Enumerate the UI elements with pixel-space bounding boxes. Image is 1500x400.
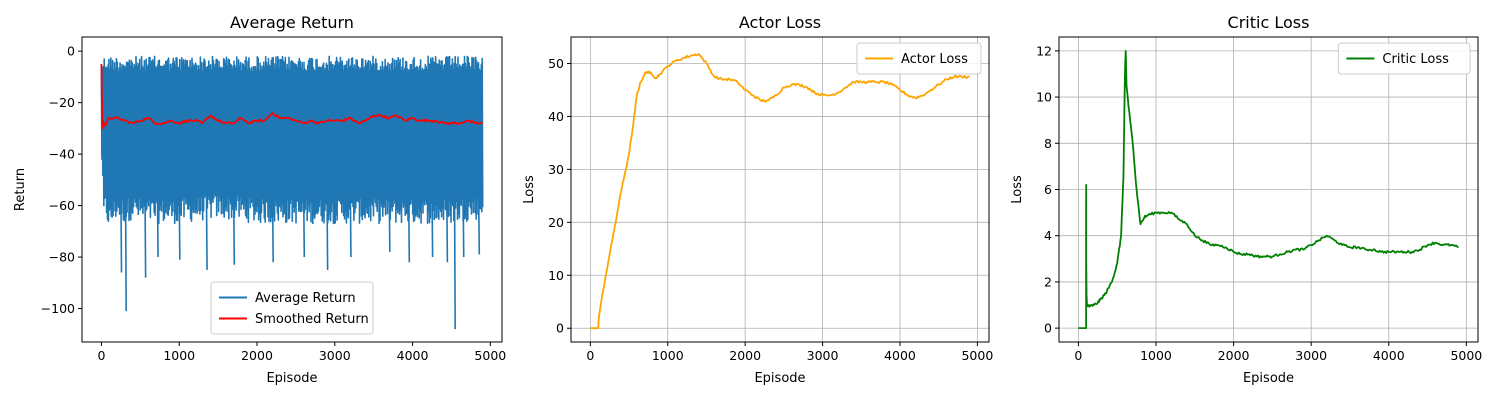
x-tick-label: 4000 [1373, 348, 1405, 363]
y-axis-label: Loss [522, 175, 537, 204]
chart-title: Average Return [230, 13, 354, 32]
legend-label: Smoothed Return [255, 312, 369, 327]
x-tick-label: 1000 [163, 348, 195, 363]
legend-label: Average Return [255, 291, 356, 306]
legend-label: Actor Loss [901, 52, 968, 67]
axes-frame [570, 36, 990, 343]
x-tick-label: 3000 [319, 348, 351, 363]
y-tick-label: 50 [548, 56, 564, 71]
x-axis-label: Episode [754, 371, 805, 386]
average-return-panel: 0 1000 2000 3000 4000 5000 0 −20 −40 −60 −80 −100 Av… [13, 13, 506, 386]
return-spike [445, 192, 449, 263]
y-axis-label: Return [13, 168, 28, 211]
critic-loss-panel: 0 1000 2000 3000 4000 5000 0 2 4 6 8 10 12 Critic Los… [1010, 13, 1482, 386]
return-spike [120, 192, 123, 273]
x-tick-label: 3000 [1295, 348, 1327, 363]
legend-label: Critic Loss [1382, 52, 1449, 67]
x-tick-label: 0 [97, 348, 105, 363]
y-tick-label: 0 [556, 321, 564, 336]
return-spike [302, 192, 306, 258]
y-tick-label: 10 [548, 268, 564, 283]
x-tick-label: 2000 [729, 348, 761, 363]
series-line-critic-loss [1078, 50, 1459, 329]
return-spike [144, 192, 147, 278]
y-tick-label: 10 [1036, 90, 1052, 105]
y-tick-label: 4 [1044, 228, 1052, 243]
return-spike [407, 192, 411, 263]
return-spike [431, 192, 434, 258]
x-tick-label: 3000 [807, 348, 839, 363]
y-tick-label: 8 [1044, 136, 1052, 151]
series-line-smoothed-return [100, 63, 483, 130]
return-spike [462, 192, 465, 258]
y-tick-label: 0 [1044, 321, 1052, 336]
y-tick-label: 12 [1036, 43, 1052, 58]
x-tick-label: 0 [586, 348, 594, 363]
return-spike [156, 192, 159, 258]
x-tick-label: 2000 [1218, 348, 1250, 363]
return-spike [232, 192, 236, 265]
return-spike [178, 192, 181, 260]
return-spike [205, 192, 208, 270]
return-spike [453, 192, 456, 330]
y-tick-label: 0 [67, 44, 75, 59]
return-spike [388, 192, 391, 252]
y-tick-label: −60 [49, 198, 75, 213]
x-tick-label: 1000 [652, 348, 684, 363]
y-tick-label: −20 [49, 95, 75, 110]
x-tick-label: 4000 [397, 348, 429, 363]
return-spike [477, 192, 481, 255]
return-spike [349, 192, 352, 258]
y-tick-label: 2 [1044, 274, 1052, 289]
x-tick-label: 0 [1074, 348, 1082, 363]
return-spike [271, 192, 274, 263]
y-tick-label: 40 [548, 109, 564, 124]
y-tick-label: −80 [49, 250, 75, 265]
x-tick-label: 2000 [241, 348, 273, 363]
x-tick-label: 5000 [1450, 348, 1482, 363]
chart-title: Actor Loss [739, 13, 821, 32]
legend: Average Return Smoothed Return [210, 281, 374, 335]
series-line-actor-loss [590, 53, 970, 330]
legend: Actor Loss [856, 42, 982, 75]
legend: Critic Loss [1337, 42, 1471, 75]
x-axis-label: Episode [1243, 371, 1294, 386]
y-tick-label: −40 [49, 147, 75, 162]
series-line-average-return [100, 55, 484, 225]
chart-title: Critic Loss [1228, 13, 1310, 32]
y-tick-label: 20 [548, 215, 564, 230]
y-tick-label: 6 [1044, 182, 1052, 197]
x-tick-label: 5000 [961, 348, 993, 363]
axes-frame [81, 36, 503, 343]
x-tick-label: 4000 [884, 348, 916, 363]
actor-loss-panel: 0 1000 2000 3000 4000 5000 0 10 20 30 40 50 Actor Lo… [522, 13, 993, 386]
x-tick-label: 1000 [1140, 348, 1172, 363]
x-tick-label: 5000 [474, 348, 506, 363]
return-spike [326, 192, 329, 270]
y-tick-label: 30 [548, 162, 564, 177]
y-tick-label: −100 [41, 301, 75, 316]
y-axis-label: Loss [1010, 175, 1025, 204]
return-spike [124, 192, 127, 312]
x-axis-label: Episode [266, 371, 317, 386]
